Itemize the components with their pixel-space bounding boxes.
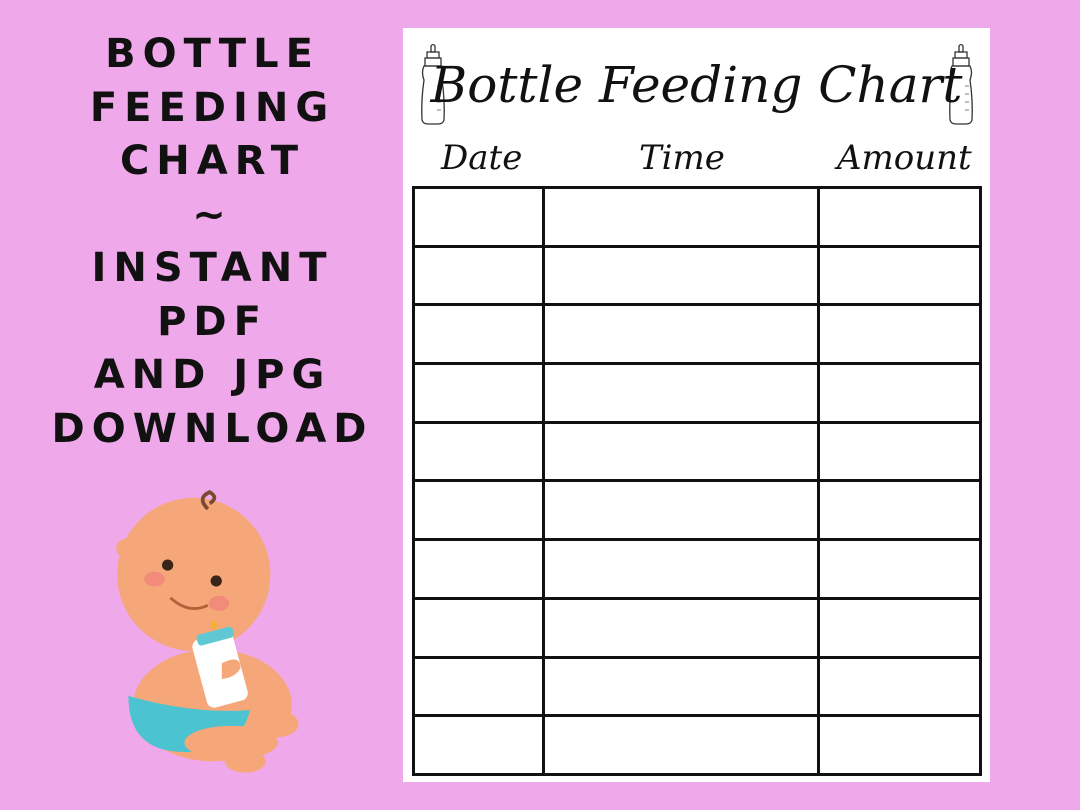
table-row bbox=[411, 186, 982, 248]
table-row bbox=[411, 479, 982, 542]
promo-text: BOTTLE FEEDING CHART ~ INSTANT PDF AND J… bbox=[40, 28, 385, 456]
table-row bbox=[411, 244, 982, 307]
amount-cell[interactable] bbox=[817, 303, 982, 366]
amount-cell[interactable] bbox=[817, 420, 982, 483]
date-cell[interactable] bbox=[411, 538, 546, 600]
date-cell[interactable] bbox=[411, 420, 546, 483]
amount-cell[interactable] bbox=[817, 244, 982, 307]
feeding-chart-sheet: Bottle Feeding Chart Date Time Amount bbox=[403, 28, 990, 782]
amount-cell[interactable] bbox=[817, 186, 982, 248]
date-cell[interactable] bbox=[411, 186, 546, 248]
column-header-amount: Amount bbox=[837, 138, 972, 178]
time-cell[interactable] bbox=[542, 479, 821, 542]
baby-bottle-icon bbox=[949, 43, 973, 125]
promo-line: DOWNLOAD bbox=[51, 405, 374, 452]
column-header-time: Time bbox=[639, 138, 725, 178]
amount-cell[interactable] bbox=[817, 655, 982, 718]
time-cell[interactable] bbox=[542, 655, 821, 718]
date-cell[interactable] bbox=[411, 303, 546, 366]
promo-line: FEEDING bbox=[89, 84, 336, 131]
date-cell[interactable] bbox=[411, 596, 546, 659]
time-cell[interactable] bbox=[542, 538, 821, 600]
time-cell[interactable] bbox=[542, 596, 821, 659]
date-cell[interactable] bbox=[411, 479, 546, 542]
feeding-log-table bbox=[411, 186, 982, 776]
time-cell[interactable] bbox=[542, 186, 821, 248]
promo-line: INSTANT bbox=[91, 245, 334, 291]
time-cell[interactable] bbox=[542, 244, 821, 307]
table-row bbox=[411, 655, 982, 718]
table-row bbox=[411, 538, 982, 600]
table-row bbox=[411, 303, 982, 366]
table-row bbox=[411, 714, 982, 776]
chart-title: Bottle Feeding Chart bbox=[430, 56, 963, 114]
amount-cell[interactable] bbox=[817, 596, 982, 659]
time-cell[interactable] bbox=[542, 303, 821, 366]
promo-line: PDF bbox=[157, 298, 268, 345]
amount-cell[interactable] bbox=[817, 479, 982, 542]
time-cell[interactable] bbox=[542, 362, 821, 424]
promo-line: ~ bbox=[192, 191, 233, 238]
promo-line: CHART bbox=[119, 138, 306, 184]
time-cell[interactable] bbox=[542, 420, 821, 483]
baby-illustration bbox=[116, 490, 299, 773]
amount-cell[interactable] bbox=[817, 538, 982, 600]
time-cell[interactable] bbox=[542, 714, 821, 776]
date-cell[interactable] bbox=[411, 655, 546, 718]
date-cell[interactable] bbox=[411, 244, 546, 307]
amount-cell[interactable] bbox=[817, 362, 982, 424]
promo-line: AND JPG bbox=[93, 352, 332, 398]
amount-cell[interactable] bbox=[817, 714, 982, 776]
column-header-date: Date bbox=[441, 138, 523, 178]
baby-bottle-icon bbox=[421, 43, 445, 125]
table-row bbox=[411, 420, 982, 483]
date-cell[interactable] bbox=[411, 714, 546, 776]
date-cell[interactable] bbox=[411, 362, 546, 424]
table-row bbox=[411, 362, 982, 424]
table-row bbox=[411, 596, 982, 659]
promo-line: BOTTLE bbox=[105, 31, 320, 77]
